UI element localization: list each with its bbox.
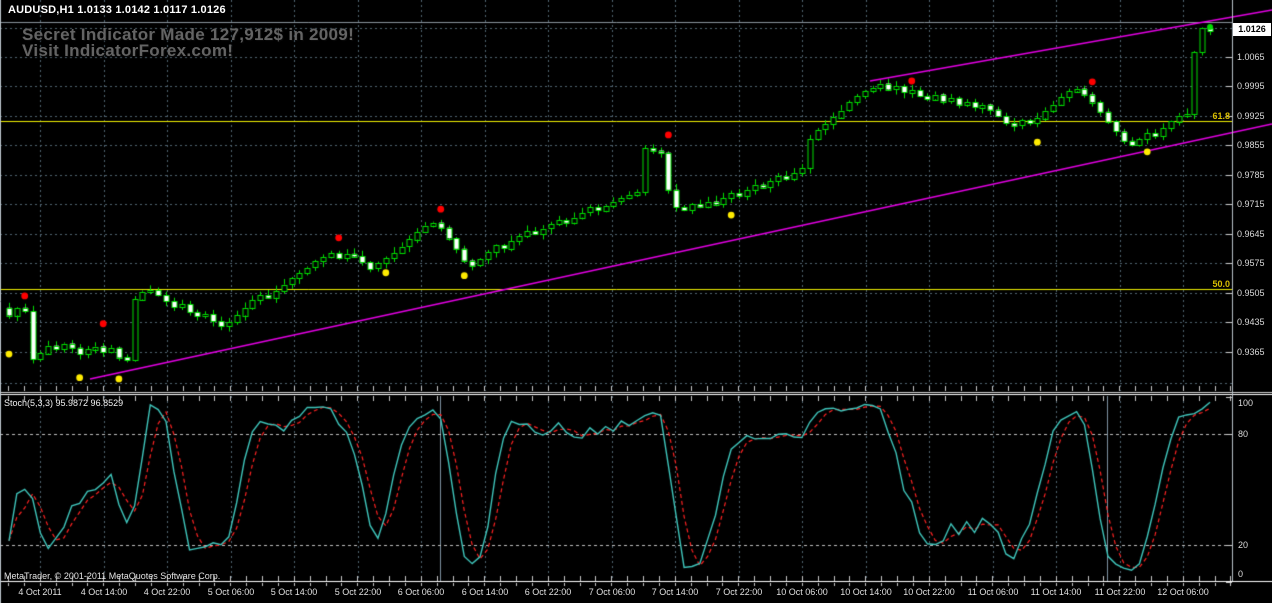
time-axis-label: 4 Oct 14:00 [80, 587, 128, 597]
stoch-scale-label: 80 [1238, 428, 1249, 439]
time-axis-label: 11 Oct 06:00 [967, 587, 1019, 597]
time-axis-label: 7 Oct 22:00 [715, 587, 763, 597]
time-axis-label: 10 Oct 06:00 [776, 587, 828, 597]
time-axis-label: 6 Oct 22:00 [524, 587, 572, 597]
time-axis-label: 5 Oct 06:00 [207, 587, 255, 597]
current-price-box: 1.0126 [1233, 23, 1271, 36]
time-axis-label: 10 Oct 14:00 [840, 587, 892, 597]
stoch-scale-label: 0 [1238, 569, 1244, 579]
price-axis-label: 0.9575 [1237, 258, 1265, 268]
price-axis-label: 0.9925 [1237, 111, 1265, 121]
price-axis-label: 0.9995 [1237, 81, 1265, 91]
price-axis-label: 0.9365 [1237, 347, 1265, 357]
time-axis-label: 7 Oct 14:00 [651, 587, 699, 597]
time-axis-label: 6 Oct 06:00 [397, 587, 445, 597]
time-axis-label: 4 Oct 2011 [18, 587, 62, 597]
price-axis-label: 1.0065 [1237, 52, 1265, 62]
time-axis-label: 5 Oct 22:00 [334, 587, 382, 597]
time-axis-label: 10 Oct 22:00 [903, 587, 955, 597]
price-axis-label: 0.9715 [1237, 199, 1265, 209]
time-axis-label: 12 Oct 06:00 [1157, 587, 1209, 597]
price-axis-label: 0.9505 [1237, 288, 1265, 298]
time-axis-label: 6 Oct 14:00 [461, 587, 509, 597]
time-axis-label: 11 Oct 14:00 [1030, 587, 1082, 597]
stoch-scale-label: 20 [1238, 539, 1249, 550]
price-axis-label: 0.9435 [1237, 317, 1265, 327]
price-axis-label: 0.9785 [1237, 170, 1265, 180]
price-axis-label: 0.9855 [1237, 140, 1265, 150]
stoch-scale-label: 100 [1238, 398, 1254, 408]
time-axis-label: 11 Oct 22:00 [1094, 587, 1146, 597]
price-axis-label: 0.9645 [1237, 229, 1265, 239]
time-axis-label: 7 Oct 06:00 [588, 587, 636, 597]
time-axis-label: 5 Oct 14:00 [270, 587, 318, 597]
time-axis-label: 4 Oct 22:00 [143, 587, 191, 597]
